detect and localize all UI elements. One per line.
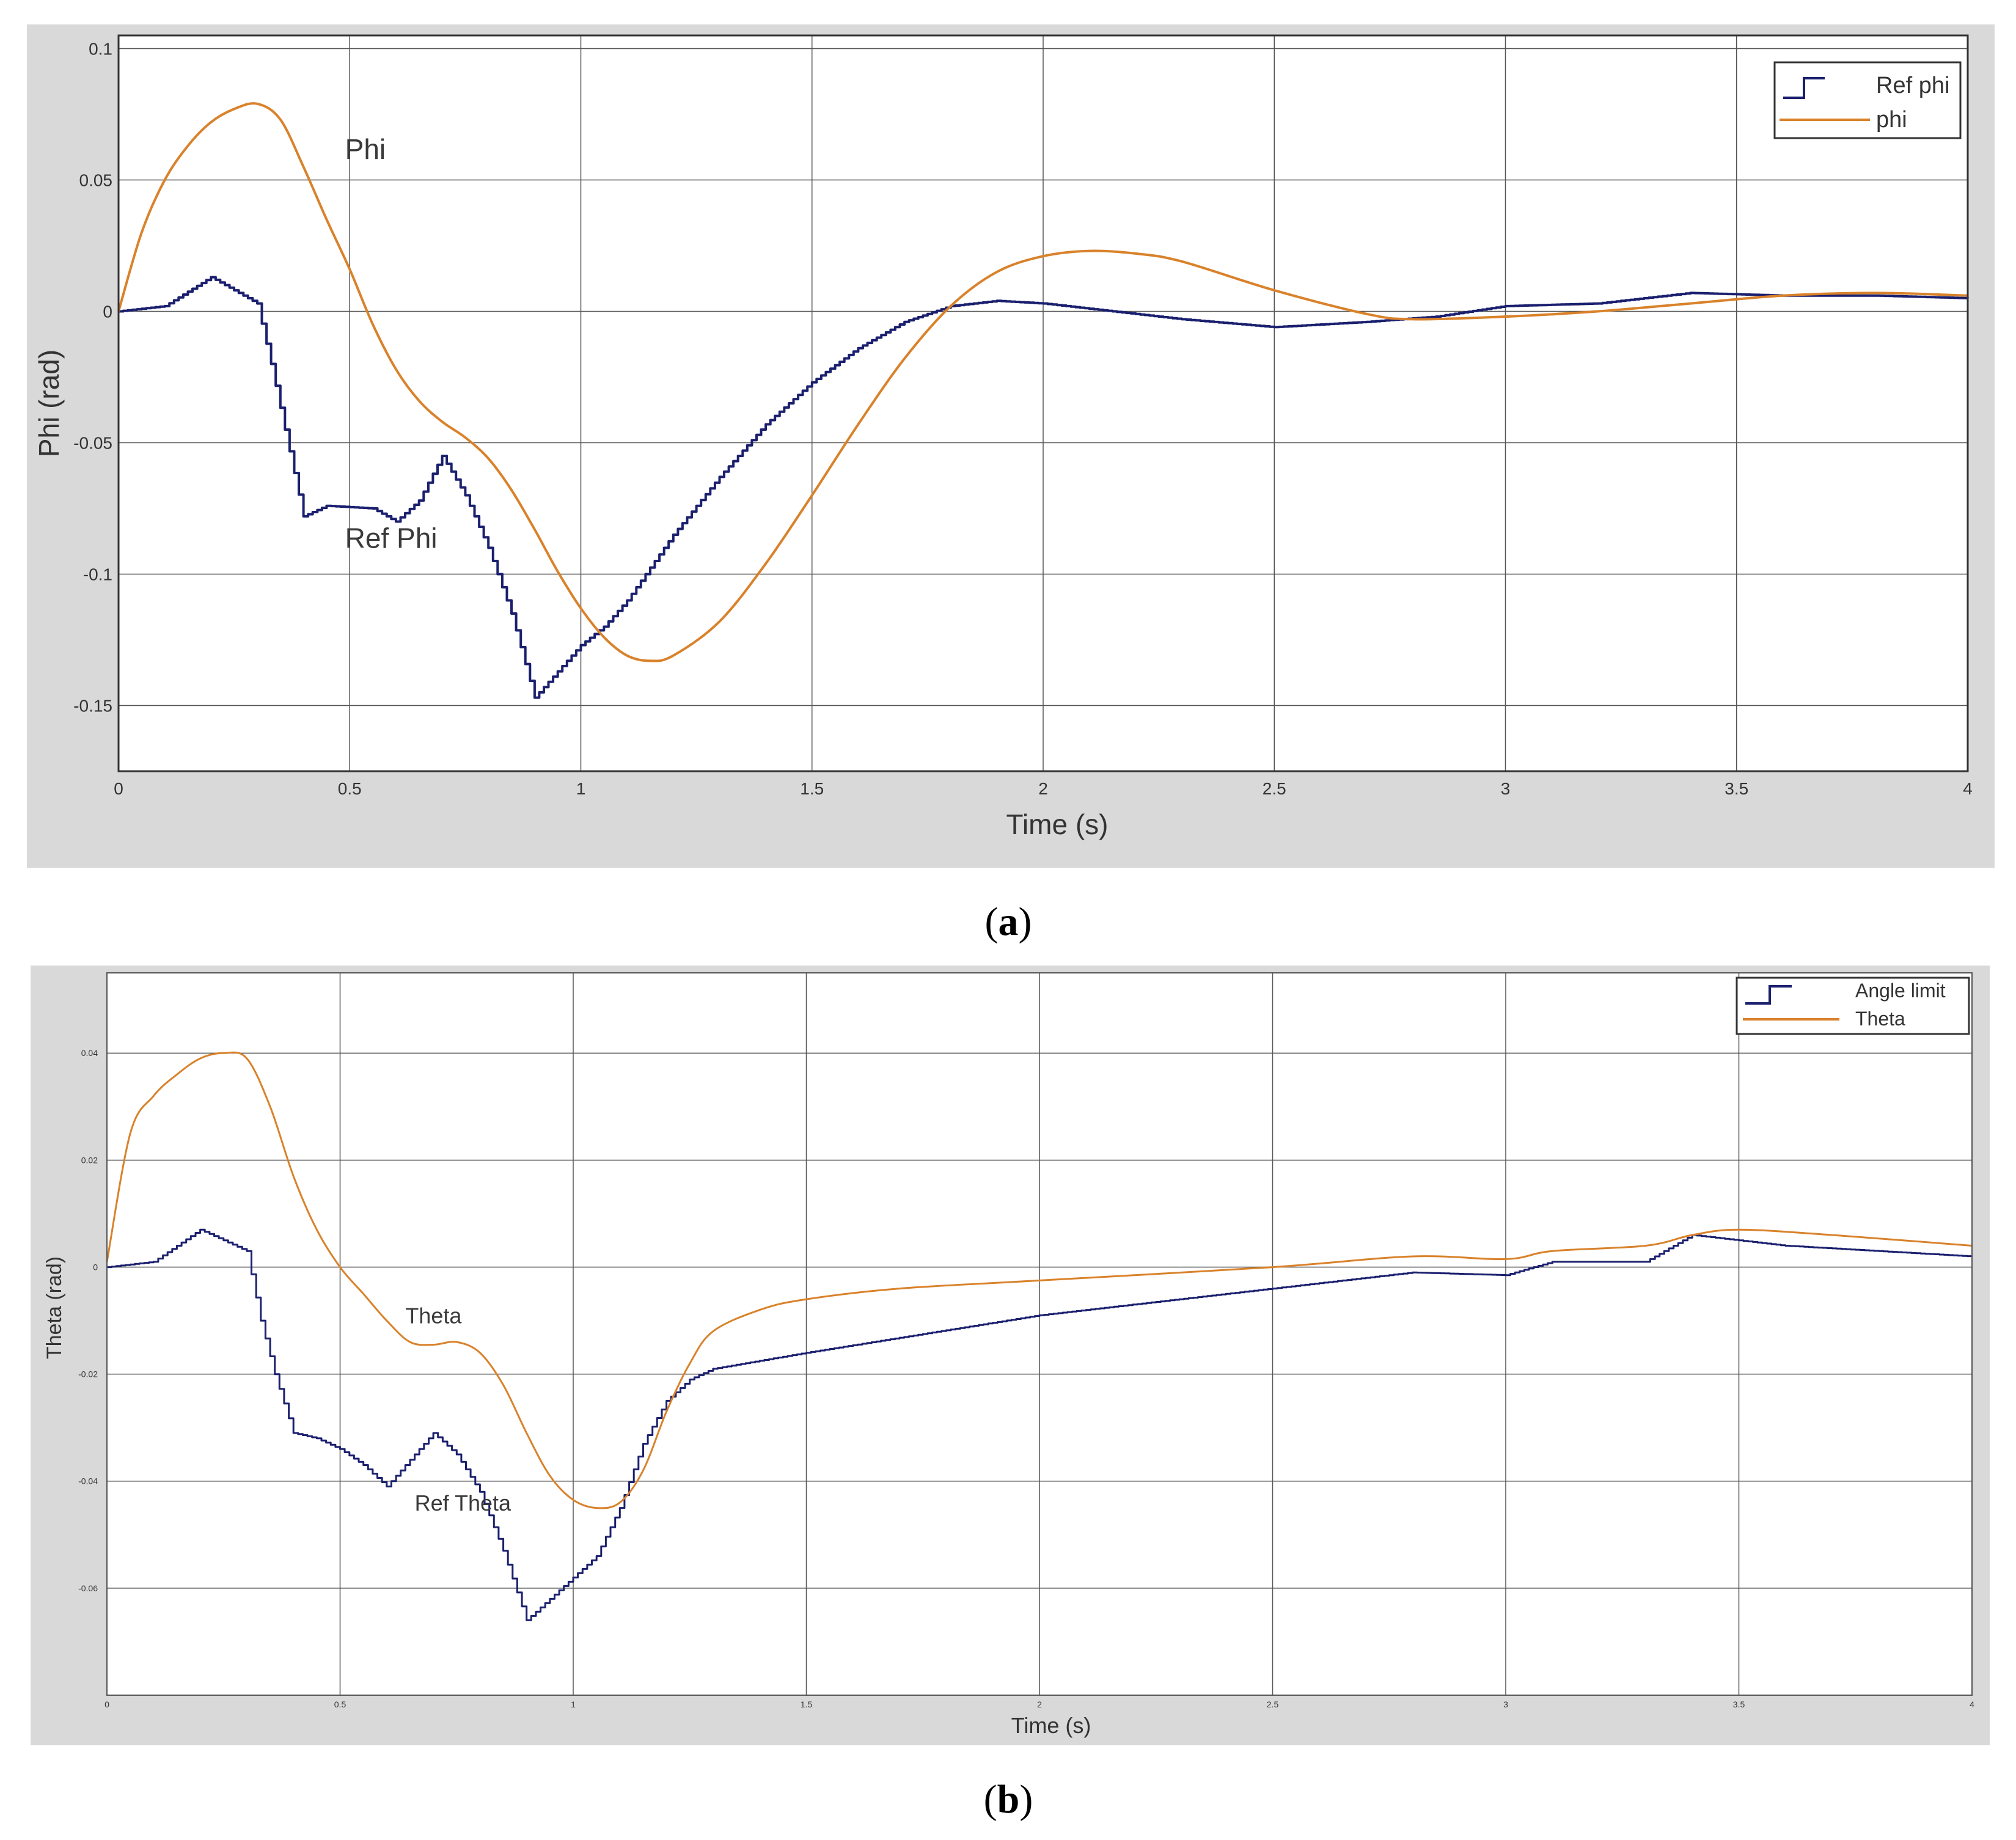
y-tick-labels-b: 0.04 0.02 0 -0.02 -0.04 -0.06 [78,1048,98,1593]
x-tick-labels-b: 0 0.5 1 1.5 2 2.5 3 3.5 4 [104,1699,1974,1709]
legend-swatch-ref-phi [1783,77,1825,99]
x-tick-label: 3.5 [1733,1699,1745,1709]
annotation-ref-theta: Ref Theta [415,1490,511,1516]
y-axis-label-a: Phi (rad) [33,350,65,457]
series-line-phi [117,102,1968,662]
y-axis-label-b: Theta (rad) [43,1256,66,1359]
y-tick-label: -0.05 [73,433,112,452]
x-tick-label: 0 [114,779,123,798]
y-tick-label: 0 [103,302,112,321]
annotations-b: Theta Ref Theta [405,1303,511,1515]
annotations-a: Phi Ref Phi [345,133,438,554]
x-tick-labels-a: 0 0.5 1 1.5 2 2.5 3 3.5 4 [114,779,1973,798]
series-b [106,1051,1973,1621]
y-tick-label: 0.02 [81,1155,98,1165]
x-tick-label: 0.5 [338,779,362,798]
x-tick-label: 3 [1501,779,1511,798]
series-a [117,102,1969,699]
y-tick-labels-a: 0.1 0.05 0 -0.05 -0.1 -0.15 [73,39,112,715]
grid-b [106,973,1973,1695]
legend-swatch-angle-limit [1745,985,1792,1005]
x-axis-label-a: Time (s) [1006,808,1109,840]
series-line-theta [106,1051,1973,1509]
x-tick-label: 4 [1970,1699,1974,1709]
y-tick-label: 0.05 [79,170,113,189]
annotation-phi: Phi [345,133,386,165]
y-tick-label: -0.02 [78,1369,98,1379]
y-tick-label: -0.04 [78,1476,98,1486]
x-tick-label: 2 [1038,779,1048,798]
y-tick-label: -0.06 [78,1583,98,1593]
y-tick-label: -0.1 [83,565,112,584]
x-tick-label: 3 [1503,1699,1508,1709]
caption-a: (a) [985,900,1032,944]
x-tick-label: 0.5 [334,1699,346,1709]
caption-b: (b) [984,1777,1033,1822]
legend-box-a [1773,61,1962,139]
y-tick-label: -0.15 [73,696,112,715]
grid-a [118,35,1968,771]
x-tick-label: 2.5 [1263,779,1286,798]
x-tick-label: 0 [104,1699,109,1709]
legend-label-angle-limit: Angle limit [1855,980,1946,1002]
legend-label-theta: Theta [1855,1008,1905,1030]
legend-a: Ref phi phi [1773,61,1962,139]
x-tick-label: 2.5 [1267,1699,1279,1709]
plot-border-a [117,34,1969,772]
series-line-ref-phi [119,276,1969,699]
x-tick-label: 3.5 [1725,779,1748,798]
legend-label-ref-phi: Ref phi [1876,73,1949,98]
x-tick-label: 1 [571,1699,576,1709]
legend-label-phi: phi [1876,107,1907,133]
legend-b: Angle limit Theta [1736,977,1970,1035]
x-axis-label-b: Time (s) [1011,1713,1091,1738]
caption-letter-b: b [997,1777,1020,1822]
x-tick-label: 2 [1037,1699,1042,1709]
caption-letter-a: a [999,900,1019,944]
x-tick-label: 1.5 [801,1699,813,1709]
annotation-ref-phi: Ref Phi [345,522,438,554]
y-tick-label: 0 [93,1262,98,1272]
annotation-theta: Theta [405,1303,462,1328]
x-tick-label: 4 [1963,779,1973,798]
chart-panel-a: 0 0.5 1 1.5 2 2.5 3 3.5 4 0.1 0.05 0 -0.05 -0.1 -0.15… [27,24,1995,868]
y-tick-label: 0.04 [81,1048,98,1058]
chart-panel-b: 0 0.5 1 1.5 2 2.5 3 3.5 4 0.04 0.02 0 -0.02 -0.04 -0.… [31,966,1990,1745]
plot-border-b [106,972,1973,1696]
x-tick-label: 1 [576,779,586,798]
series-line-angle-limit [107,1228,1973,1621]
y-tick-label: 0.1 [89,39,112,58]
x-tick-label: 1.5 [800,779,824,798]
